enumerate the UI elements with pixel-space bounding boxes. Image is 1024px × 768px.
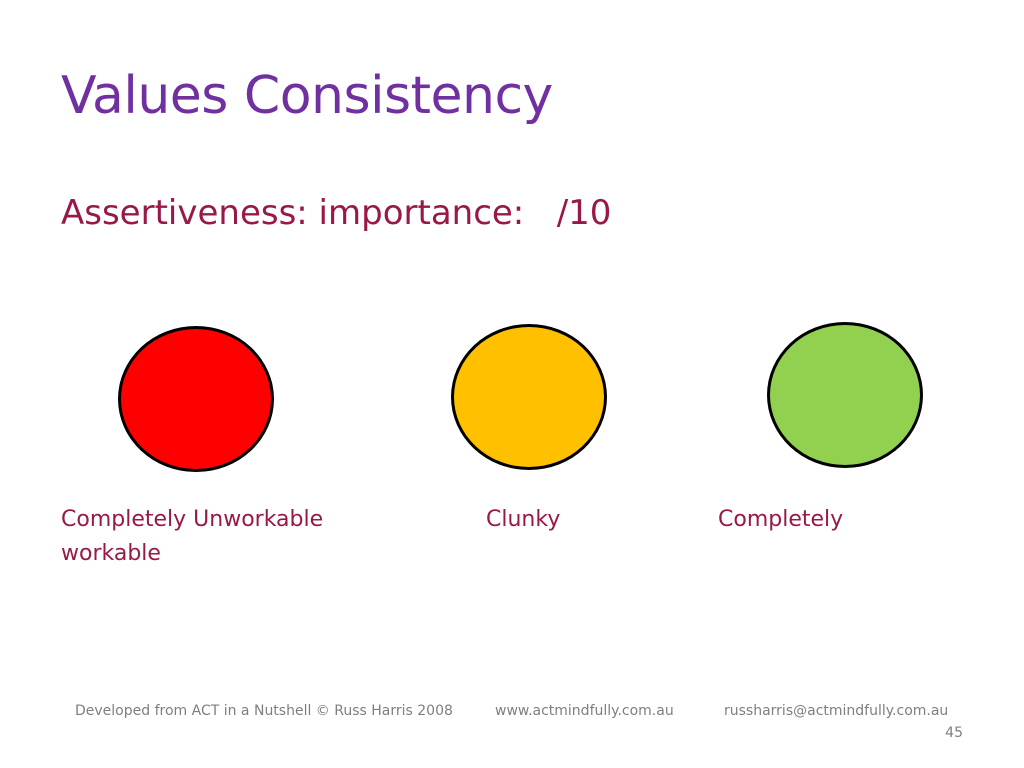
scale-label-workable: workable <box>61 541 161 566</box>
page-number: 45 <box>945 725 963 741</box>
footer-website: www.actmindfully.com.au <box>495 703 674 719</box>
footer-credit: Developed from ACT in a Nutshell © Russ … <box>75 703 453 719</box>
scale-label-completely: Completely <box>718 507 844 532</box>
slide-title: Values Consistency <box>61 66 553 126</box>
slide-subtitle: Assertiveness: importance: /10 <box>61 193 612 233</box>
amber-circle <box>451 324 607 470</box>
scale-label-clunky: Clunky <box>486 507 561 532</box>
scale-label-unworkable: Completely Unworkable <box>61 507 324 532</box>
red-circle <box>118 326 274 472</box>
green-circle <box>767 322 923 468</box>
footer-email: russharris@actmindfully.com.au <box>724 703 949 719</box>
